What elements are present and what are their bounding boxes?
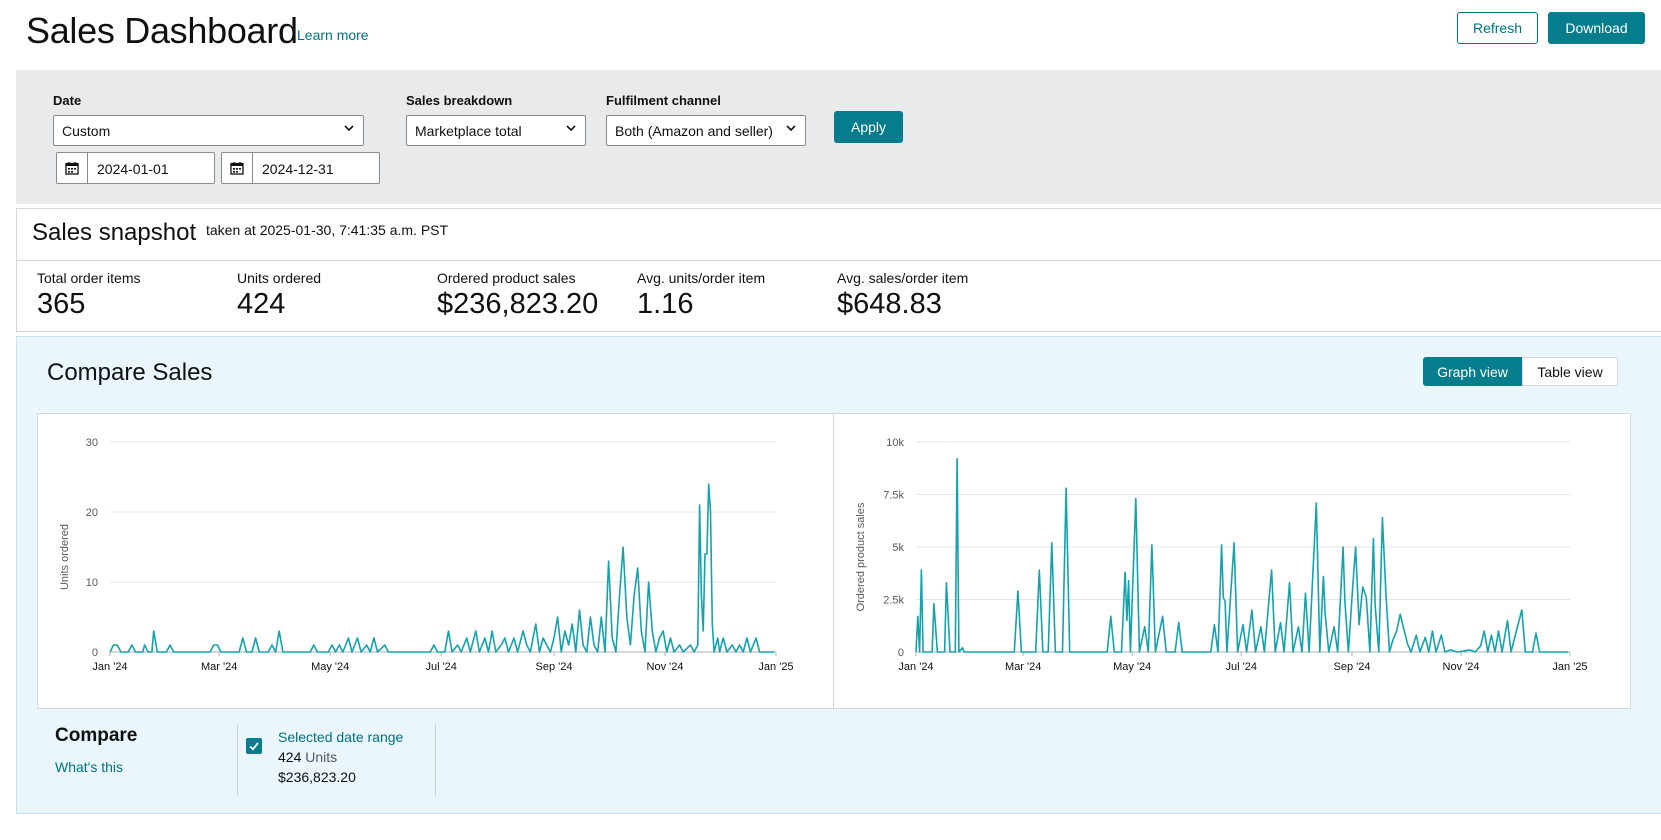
chevron-down-icon [344,125,354,132]
metric-value: $236,823.20 [437,288,599,320]
learn-more-link[interactable]: Learn more [297,27,369,43]
compare-label: Compare [55,725,138,746]
snapshot-header: Sales snapshot taken at 2025-01-30, 7:41… [17,209,1661,261]
date-select-value: Custom [62,123,111,139]
sales-breakdown-select[interactable]: Marketplace total [406,115,586,146]
units-word: Units [305,749,338,765]
y-tick-label: 10 [86,577,98,589]
date-filter-label: Date [53,93,82,108]
metric-label: Avg. sales/order item [837,270,969,286]
chevron-down-icon [786,125,796,132]
x-tick-label: Sep '24 [1334,661,1371,673]
graph-view-button[interactable]: Graph view [1423,357,1522,386]
metric-label: Units ordered [237,270,322,286]
checkmark-icon [249,742,259,751]
page-title: Sales Dashboard [26,10,298,51]
metric-value: 424 [237,288,286,320]
start-date-value: 2024-01-01 [97,161,169,177]
x-tick-label: Nov '24 [647,661,684,673]
selected-range-checkbox[interactable] [246,738,262,754]
apply-button[interactable]: Apply [834,111,903,143]
units-ordered-chart: 0 10 20 30 Jan '24 Mar '24 May '24 Jul '24 Sep '… [59,437,794,673]
x-tick-label: May '24 [1113,661,1151,673]
x-tick-label: Nov '24 [1443,661,1480,673]
y-tick-label: 30 [86,437,98,449]
ordered-product-sales-chart: 0 2.5k 5k 7.5k 10k Jan '24 Mar '24 May '24 Jul '… [855,437,1588,673]
calendar-icon[interactable] [222,153,253,183]
x-tick-label: Jul '24 [425,661,456,673]
y-tick-label: 2.5k [883,595,904,607]
sales-breakdown-label: Sales breakdown [406,93,513,108]
metric-avg-sales: Avg. sales/order item $648.83 [837,270,968,321]
y-axis-label: Ordered product sales [855,502,867,611]
x-tick-label: Jan '24 [898,661,933,673]
metric-ordered-product-sales: Ordered product sales $236,823.20 [437,270,598,321]
page-header: Sales Dashboard Learn more Refresh Downl… [0,0,1661,66]
date-select[interactable]: Custom [53,115,364,146]
selected-range-label[interactable]: Selected date range [278,729,404,745]
selected-range-sales: $236,823.20 [278,769,356,785]
units-value: 424 [278,749,302,765]
calendar-icon[interactable] [57,153,88,183]
metric-value: 1.16 [637,288,694,320]
series-line [915,457,1569,653]
series-line [109,483,775,653]
fulfilment-channel-select[interactable]: Both (Amazon and seller) [606,115,806,146]
metric-label: Total order items [37,270,141,286]
x-tick-label: Jul '24 [1225,661,1256,673]
end-date-input[interactable]: 2024-12-31 [221,152,380,184]
y-tick-label: 0 [92,647,98,659]
y-axis-label: Units ordered [59,524,71,590]
whats-this-link[interactable]: What's this [55,759,124,775]
sales-snapshot: Sales snapshot taken at 2025-01-30, 7:41… [16,208,1661,332]
x-tick-label: May '24 [311,661,349,673]
metric-total-order-items: Total order items 365 [37,270,140,321]
charts-container: 0 10 20 30 Jan '24 Mar '24 May '24 Jul '24 Sep '… [37,413,1631,709]
metric-label: Avg. units/order item [637,270,766,286]
chart-divider [833,414,834,708]
x-tick-label: Mar '24 [201,661,237,673]
metric-avg-units: Avg. units/order item 1.16 [637,270,765,321]
divider [237,724,238,796]
metric-value: $648.83 [837,288,942,320]
compare-sales-panel: Compare Sales Graph view Table view 0 10 2… [16,336,1661,814]
snapshot-title: Sales snapshot [32,219,197,246]
fulfilment-channel-label: Fulfilment channel [606,93,721,108]
metric-label: Ordered product sales [437,270,576,286]
refresh-button[interactable]: Refresh [1457,12,1538,44]
y-tick-label: 0 [898,647,904,659]
y-tick-label: 20 [86,507,98,519]
metric-units-ordered: Units ordered 424 [237,270,321,321]
filter-panel: Date Custom 2024-01-01 2024-12-31 Sales … [16,70,1661,204]
x-tick-label: Jan '25 [1552,661,1587,673]
snapshot-timestamp: taken at 2025-01-30, 7:41:35 a.m. PST [206,222,449,238]
sales-breakdown-value: Marketplace total [415,123,522,139]
x-tick-label: Mar '24 [1005,661,1041,673]
y-tick-label: 10k [886,437,904,449]
table-view-button[interactable]: Table view [1522,357,1618,386]
y-tick-label: 7.5k [883,490,904,502]
fulfilment-channel-value: Both (Amazon and seller) [615,123,773,139]
x-tick-label: Jan '25 [758,661,793,673]
y-tick-label: 5k [892,542,904,554]
x-tick-label: Jan '24 [92,661,127,673]
selected-range-units: 424 Units [278,749,337,765]
end-date-value: 2024-12-31 [262,161,334,177]
start-date-input[interactable]: 2024-01-01 [56,152,215,184]
x-tick-label: Sep '24 [536,661,573,673]
divider [435,724,436,796]
download-button[interactable]: Download [1548,12,1645,44]
metric-value: 365 [37,288,86,320]
chevron-down-icon [566,125,576,132]
compare-sales-title: Compare Sales [47,359,213,386]
